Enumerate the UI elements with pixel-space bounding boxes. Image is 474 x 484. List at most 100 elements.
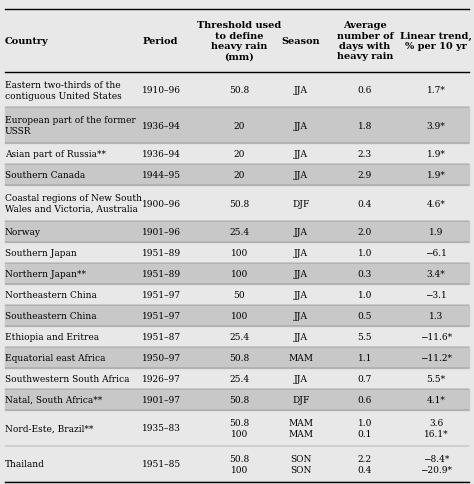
Text: 1910–96: 1910–96 (142, 86, 181, 95)
Text: JJA: JJA (294, 86, 308, 95)
Text: JJA: JJA (294, 311, 308, 320)
Text: Period: Period (142, 37, 178, 45)
Text: 1951–85: 1951–85 (142, 459, 182, 468)
Text: 1901–97: 1901–97 (142, 395, 181, 404)
Text: 25.4: 25.4 (229, 333, 249, 341)
Text: JJA: JJA (294, 333, 308, 341)
Text: MAM
MAM: MAM MAM (289, 418, 313, 438)
Text: 1.9: 1.9 (429, 227, 443, 237)
Text: 50.8: 50.8 (229, 199, 249, 208)
Text: JJA: JJA (294, 171, 308, 180)
Text: 50.8: 50.8 (229, 395, 249, 404)
Text: JJA: JJA (294, 374, 308, 383)
Text: 50.8: 50.8 (229, 353, 249, 363)
Text: 0.3: 0.3 (358, 270, 372, 278)
Text: 3.6
16.1*: 3.6 16.1* (424, 418, 448, 438)
Text: Ethiopia and Eritrea: Ethiopia and Eritrea (5, 333, 99, 341)
Text: 0.4: 0.4 (358, 199, 372, 208)
Text: 1944–95: 1944–95 (142, 171, 182, 180)
Text: 4.6*: 4.6* (427, 199, 446, 208)
Bar (5, 263, 469, 285)
Text: Southeastern China: Southeastern China (5, 311, 96, 320)
Text: 0.5: 0.5 (358, 311, 372, 320)
Text: 25.4: 25.4 (229, 227, 249, 237)
Bar (5, 165, 469, 186)
Text: 1951–97: 1951–97 (142, 290, 182, 300)
Text: 1951–89: 1951–89 (142, 248, 182, 257)
Text: 2.0: 2.0 (358, 227, 372, 237)
Text: JJA: JJA (294, 248, 308, 257)
Text: 1.9*: 1.9* (427, 171, 446, 180)
Text: SON
SON: SON SON (290, 454, 312, 474)
Text: JJA: JJA (294, 150, 308, 159)
Text: 2.2
0.4: 2.2 0.4 (358, 454, 372, 474)
Text: 50: 50 (234, 290, 245, 300)
Text: 3.9*: 3.9* (427, 121, 446, 131)
Text: Thailand: Thailand (5, 459, 45, 468)
Text: 1950–97: 1950–97 (142, 353, 182, 363)
Text: 50.8
100: 50.8 100 (229, 418, 249, 438)
Text: −11.2*: −11.2* (420, 353, 452, 363)
Text: Season: Season (282, 37, 320, 45)
Text: 3.4*: 3.4* (427, 270, 446, 278)
Bar (5, 222, 469, 242)
Bar (5, 389, 469, 410)
Text: 1901–96: 1901–96 (142, 227, 181, 237)
Text: 4.1*: 4.1* (427, 395, 446, 404)
Text: 2.3: 2.3 (358, 150, 372, 159)
Text: Nord-Este, Brazil**: Nord-Este, Brazil** (5, 424, 93, 433)
Text: Norway: Norway (5, 227, 41, 237)
Text: Northeastern China: Northeastern China (5, 290, 97, 300)
Text: Average
number of
days with
heavy rain: Average number of days with heavy rain (337, 21, 393, 61)
Bar (5, 348, 469, 368)
Text: 1926–97: 1926–97 (142, 374, 181, 383)
Text: 0.7: 0.7 (358, 374, 372, 383)
Text: 5.5: 5.5 (358, 333, 372, 341)
Text: −8.4*
−20.9*: −8.4* −20.9* (420, 454, 452, 474)
Text: −11.6*: −11.6* (420, 333, 452, 341)
Text: 100: 100 (231, 248, 248, 257)
Text: Eastern two-thirds of the
contiguous United States: Eastern two-thirds of the contiguous Uni… (5, 80, 121, 101)
Bar (5, 108, 469, 144)
Text: Southern Canada: Southern Canada (5, 171, 85, 180)
Text: JJA: JJA (294, 227, 308, 237)
Text: 1.0: 1.0 (358, 290, 372, 300)
Text: −3.1: −3.1 (425, 290, 447, 300)
Text: 1.0: 1.0 (358, 248, 372, 257)
Text: Linear trend,
% per 10 yr: Linear trend, % per 10 yr (400, 31, 472, 51)
Text: 1.1: 1.1 (358, 353, 372, 363)
Text: DJF: DJF (292, 199, 310, 208)
Text: 20: 20 (234, 150, 245, 159)
Text: 1900–96: 1900–96 (142, 199, 181, 208)
Text: DJF: DJF (292, 395, 310, 404)
Text: JJA: JJA (294, 270, 308, 278)
Text: 100: 100 (231, 270, 248, 278)
Text: 1951–89: 1951–89 (142, 270, 182, 278)
Text: 1951–97: 1951–97 (142, 311, 182, 320)
Text: 50.8
100: 50.8 100 (229, 454, 249, 474)
Text: JJA: JJA (294, 290, 308, 300)
Text: 0.6: 0.6 (358, 395, 372, 404)
Text: MAM: MAM (289, 353, 313, 363)
Text: 0.6: 0.6 (358, 86, 372, 95)
Text: Threshold used
to define
heavy rain
(mm): Threshold used to define heavy rain (mm) (197, 21, 282, 61)
Text: Southern Japan: Southern Japan (5, 248, 76, 257)
Text: 1951–87: 1951–87 (142, 333, 182, 341)
Text: 1.0
0.1: 1.0 0.1 (358, 418, 372, 438)
Text: 100: 100 (231, 311, 248, 320)
Text: Equatorial east Africa: Equatorial east Africa (5, 353, 105, 363)
Text: 1.8: 1.8 (358, 121, 372, 131)
Text: Asian part of Russia**: Asian part of Russia** (5, 150, 106, 159)
Text: 1.3: 1.3 (429, 311, 443, 320)
Text: 1936–94: 1936–94 (142, 121, 181, 131)
Text: JJA: JJA (294, 121, 308, 131)
Text: 20: 20 (234, 171, 245, 180)
Text: 25.4: 25.4 (229, 374, 249, 383)
Text: −6.1: −6.1 (425, 248, 447, 257)
Text: 1.9*: 1.9* (427, 150, 446, 159)
Text: European part of the former
USSR: European part of the former USSR (5, 116, 136, 136)
Text: 1.7*: 1.7* (427, 86, 446, 95)
Text: Country: Country (5, 37, 48, 45)
Text: Coastal regions of New South
Wales and Victoria, Australia: Coastal regions of New South Wales and V… (5, 194, 142, 214)
Text: Natal, South Africa**: Natal, South Africa** (5, 395, 102, 404)
